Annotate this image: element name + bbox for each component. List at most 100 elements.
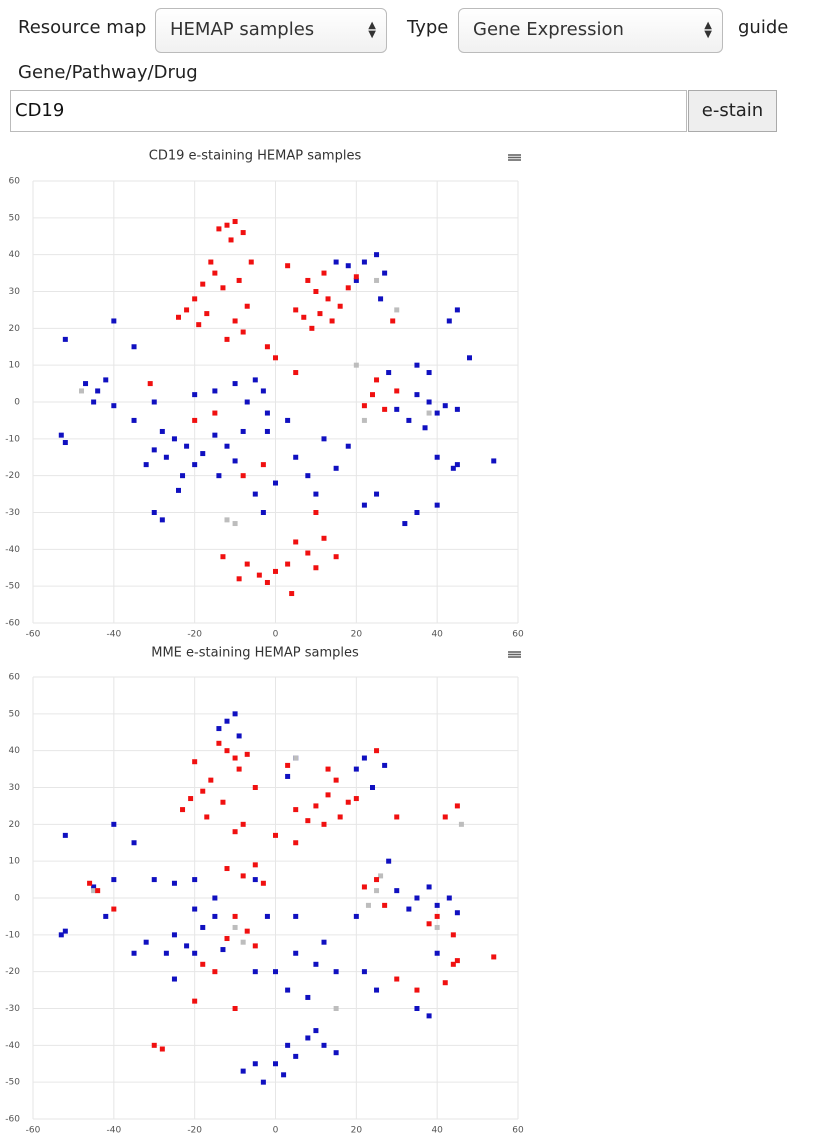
data-point	[264, 344, 270, 350]
data-point	[232, 381, 238, 387]
data-point	[293, 539, 299, 545]
data-point	[333, 777, 339, 783]
data-point	[143, 462, 149, 468]
data-point	[192, 462, 198, 468]
data-point	[264, 428, 270, 434]
data-point	[216, 726, 222, 732]
data-point	[216, 226, 222, 232]
data-point	[414, 1006, 420, 1011]
input-value: CD19	[15, 100, 65, 121]
data-point	[111, 318, 117, 324]
y-tick-label: 0	[14, 398, 20, 408]
y-tick-label: -60	[5, 1115, 20, 1125]
data-point	[434, 924, 440, 930]
data-point	[321, 939, 327, 945]
data-point	[240, 821, 246, 827]
data-point	[321, 1042, 327, 1048]
data-point	[212, 969, 218, 975]
data-point	[325, 296, 331, 302]
type-select[interactable]: Gene Expression ▲ ▼	[458, 8, 723, 53]
e-stain-button[interactable]: e-stain	[688, 90, 777, 132]
data-point	[232, 219, 238, 225]
x-tick-label: 40	[431, 630, 443, 640]
data-point	[232, 913, 238, 919]
data-point	[264, 579, 270, 585]
data-point	[491, 954, 497, 960]
data-point	[131, 840, 137, 846]
data-point	[95, 388, 101, 394]
type-label: Type	[407, 17, 449, 38]
data-point	[293, 307, 299, 313]
data-point	[273, 355, 278, 361]
y-tick-label: 40	[9, 250, 21, 260]
data-point	[79, 388, 84, 394]
data-point	[426, 921, 432, 927]
data-point	[224, 336, 230, 342]
chart-title: MME e-staining HEMAP samples	[151, 646, 359, 661]
data-point	[446, 318, 452, 324]
data-point	[313, 289, 319, 294]
data-point	[111, 821, 117, 827]
data-point	[305, 1035, 311, 1041]
data-point	[293, 950, 299, 956]
guide-link[interactable]: guide	[738, 17, 789, 38]
data-point	[370, 392, 375, 398]
data-point	[285, 987, 291, 993]
data-point	[171, 976, 177, 982]
data-point	[285, 762, 291, 768]
y-tick-label: 50	[9, 709, 21, 719]
data-point	[370, 785, 375, 790]
x-tick-label: -40	[106, 630, 121, 640]
data-point	[353, 277, 359, 283]
data-point	[434, 410, 440, 416]
data-point	[426, 370, 432, 376]
data-point	[192, 950, 198, 956]
data-point	[382, 902, 388, 908]
data-point	[329, 318, 335, 324]
y-tick-label: -60	[5, 619, 20, 629]
data-point	[313, 803, 319, 809]
data-point	[151, 510, 157, 515]
data-point	[58, 932, 64, 938]
data-point	[386, 858, 392, 864]
select-value: Gene Expression	[473, 19, 624, 40]
data-point	[446, 895, 452, 901]
data-point	[325, 766, 331, 772]
data-point	[240, 428, 246, 434]
query-input[interactable]: CD19	[10, 90, 687, 132]
data-point	[434, 913, 440, 919]
data-point	[232, 1006, 238, 1011]
data-point	[200, 788, 206, 794]
data-point	[151, 1042, 157, 1048]
data-point	[91, 399, 97, 405]
data-point	[200, 961, 206, 967]
data-point	[434, 950, 440, 956]
data-point	[361, 502, 367, 508]
data-point	[62, 928, 68, 934]
data-point	[252, 877, 258, 883]
resource-map-select[interactable]: HEMAP samples ▲ ▼	[155, 8, 387, 53]
data-point	[62, 336, 68, 342]
x-tick-label: -60	[26, 1126, 41, 1136]
select-arrow: ▲ ▼	[704, 20, 712, 40]
data-point	[333, 969, 339, 975]
data-point	[220, 554, 226, 560]
data-point	[192, 998, 198, 1004]
data-point	[394, 888, 400, 894]
data-point	[95, 888, 101, 894]
data-point	[333, 259, 339, 265]
data-point	[220, 799, 226, 805]
data-point	[309, 325, 315, 331]
data-point	[236, 733, 242, 739]
data-point	[159, 1046, 165, 1052]
data-point	[244, 561, 250, 567]
data-point	[192, 392, 198, 398]
data-point	[293, 1053, 299, 1059]
data-point	[224, 866, 230, 872]
data-point	[224, 517, 230, 523]
data-point	[422, 425, 428, 431]
data-point	[184, 943, 190, 949]
data-point	[313, 1028, 319, 1034]
data-point	[382, 270, 388, 276]
data-point	[184, 307, 190, 313]
